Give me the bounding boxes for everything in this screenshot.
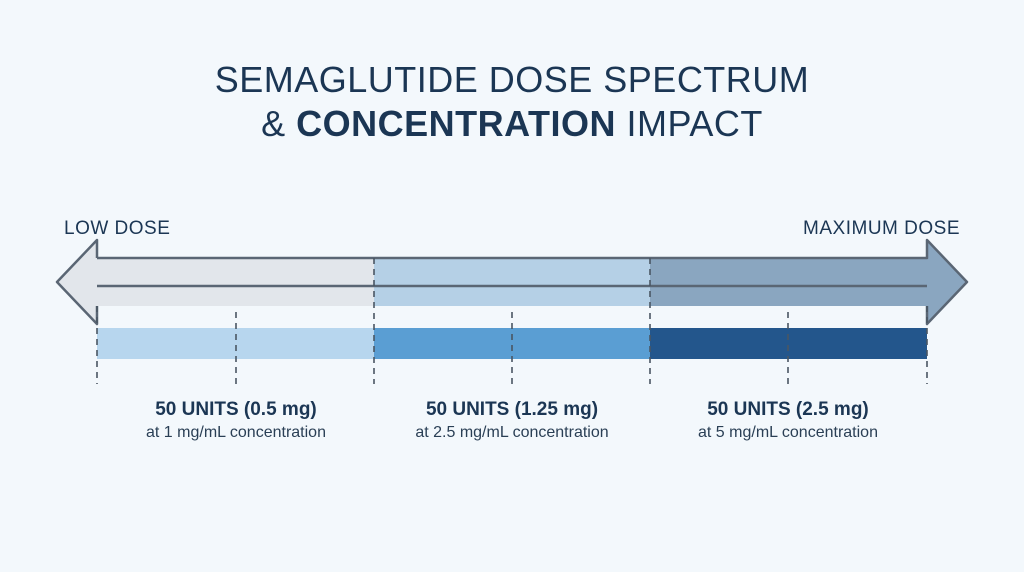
segment-dose: 50 UNITS (2.5 mg) bbox=[707, 399, 869, 420]
title-line-2: & CONCENTRATION IMPACT bbox=[0, 102, 1024, 146]
low-dose-label: LOW DOSE bbox=[64, 218, 171, 239]
concentration-bar-mid bbox=[374, 328, 650, 359]
arrow-segment-low bbox=[97, 258, 374, 306]
page-title: SEMAGLUTIDE DOSE SPECTRUM & CONCENTRATIO… bbox=[0, 58, 1024, 146]
segment-label-low: 50 UNITS (0.5 mg) at 1 mg/mL concentrati… bbox=[98, 398, 374, 444]
segment-concentration: at 2.5 mg/mL concentration bbox=[415, 424, 609, 441]
arrow-segment-mid bbox=[374, 258, 650, 306]
tick-lines bbox=[96, 258, 928, 384]
arrow-head-right bbox=[927, 240, 967, 324]
title-emphasis: CONCENTRATION bbox=[296, 103, 616, 144]
arrow-segment-high bbox=[650, 258, 927, 306]
concentration-bar-high bbox=[650, 328, 927, 359]
segment-label-high: 50 UNITS (2.5 mg) at 5 mg/mL concentrati… bbox=[650, 398, 926, 444]
title-line-1: SEMAGLUTIDE DOSE SPECTRUM bbox=[214, 59, 810, 100]
title-suffix: IMPACT bbox=[615, 103, 763, 144]
arrow-head-left bbox=[57, 240, 97, 324]
title-prefix: & bbox=[261, 103, 297, 144]
segment-concentration: at 5 mg/mL concentration bbox=[698, 424, 878, 441]
segment-dose: 50 UNITS (1.25 mg) bbox=[425, 399, 599, 420]
segment-label-mid: 50 UNITS (1.25 mg) at 2.5 mg/mL concentr… bbox=[374, 398, 650, 444]
segment-dose: 50 UNITS (0.5 mg) bbox=[155, 399, 317, 420]
segment-concentration: at 1 mg/mL concentration bbox=[146, 424, 326, 441]
maximum-dose-label: MAXIMUM DOSE bbox=[803, 218, 960, 239]
concentration-bar-low bbox=[97, 328, 374, 359]
